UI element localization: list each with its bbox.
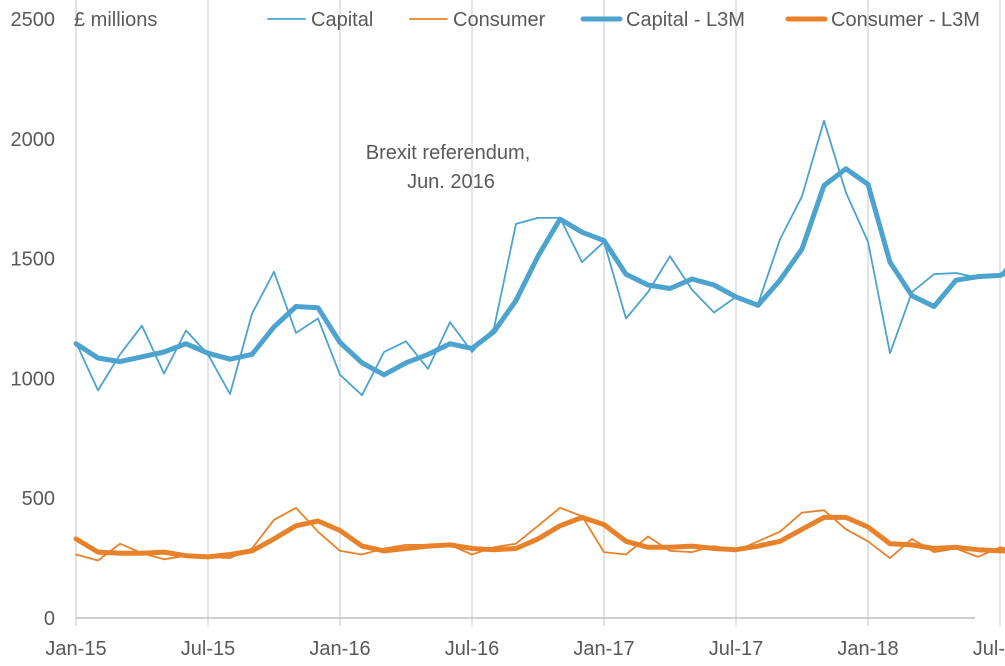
legend-label-consumer-l3m: Consumer - L3M bbox=[831, 9, 980, 31]
series-line-capital bbox=[75, 119, 1005, 397]
series-lines bbox=[73, 119, 1005, 562]
series-line-capital-l3m bbox=[73, 166, 1005, 378]
x-tick-label: Jan-16 bbox=[309, 638, 370, 660]
axes: Jan-15 Jul-15 Jan-16 Jul-16 Jan-17 Jul-17 Jan-… bbox=[11, 9, 1005, 660]
annotation: Brexit referendum, Jun. 2016 bbox=[366, 142, 531, 193]
y-tick-label: 2000 bbox=[11, 129, 56, 151]
legend: Capital Consumer Capital - L3M Consumer - L… bbox=[267, 9, 980, 31]
x-tick-label: Jan-15 bbox=[45, 638, 106, 660]
legend-label-capital-l3m: Capital - L3M bbox=[626, 9, 745, 31]
legend-label-capital: Capital bbox=[311, 9, 373, 31]
x-tick-label: Jul-17 bbox=[709, 638, 763, 660]
legend-label-consumer: Consumer bbox=[453, 9, 546, 31]
series-line-consumer-l3m bbox=[73, 514, 1005, 560]
y-tick-label: 1500 bbox=[11, 249, 56, 271]
x-tick-label: Jan-18 bbox=[837, 638, 898, 660]
y-tick-label: 500 bbox=[22, 488, 55, 510]
y-tick-label: 0 bbox=[44, 608, 55, 630]
x-tick-label: Jul-16 bbox=[445, 638, 499, 660]
y-tick-label: 2500 bbox=[11, 9, 56, 31]
x-tick-label: Jan-17 bbox=[573, 638, 634, 660]
series-line-consumer bbox=[75, 506, 1005, 562]
y-tick-label: 1000 bbox=[11, 368, 56, 390]
x-tick-label: Jul-18 bbox=[973, 638, 1005, 660]
y-unit-label: £ millions bbox=[74, 9, 157, 31]
gridlines bbox=[75, 0, 1001, 626]
annotation-line: Jun. 2016 bbox=[407, 171, 495, 193]
annotation-line: Brexit referendum, bbox=[366, 142, 531, 164]
x-tick-label: Jul-15 bbox=[181, 638, 235, 660]
